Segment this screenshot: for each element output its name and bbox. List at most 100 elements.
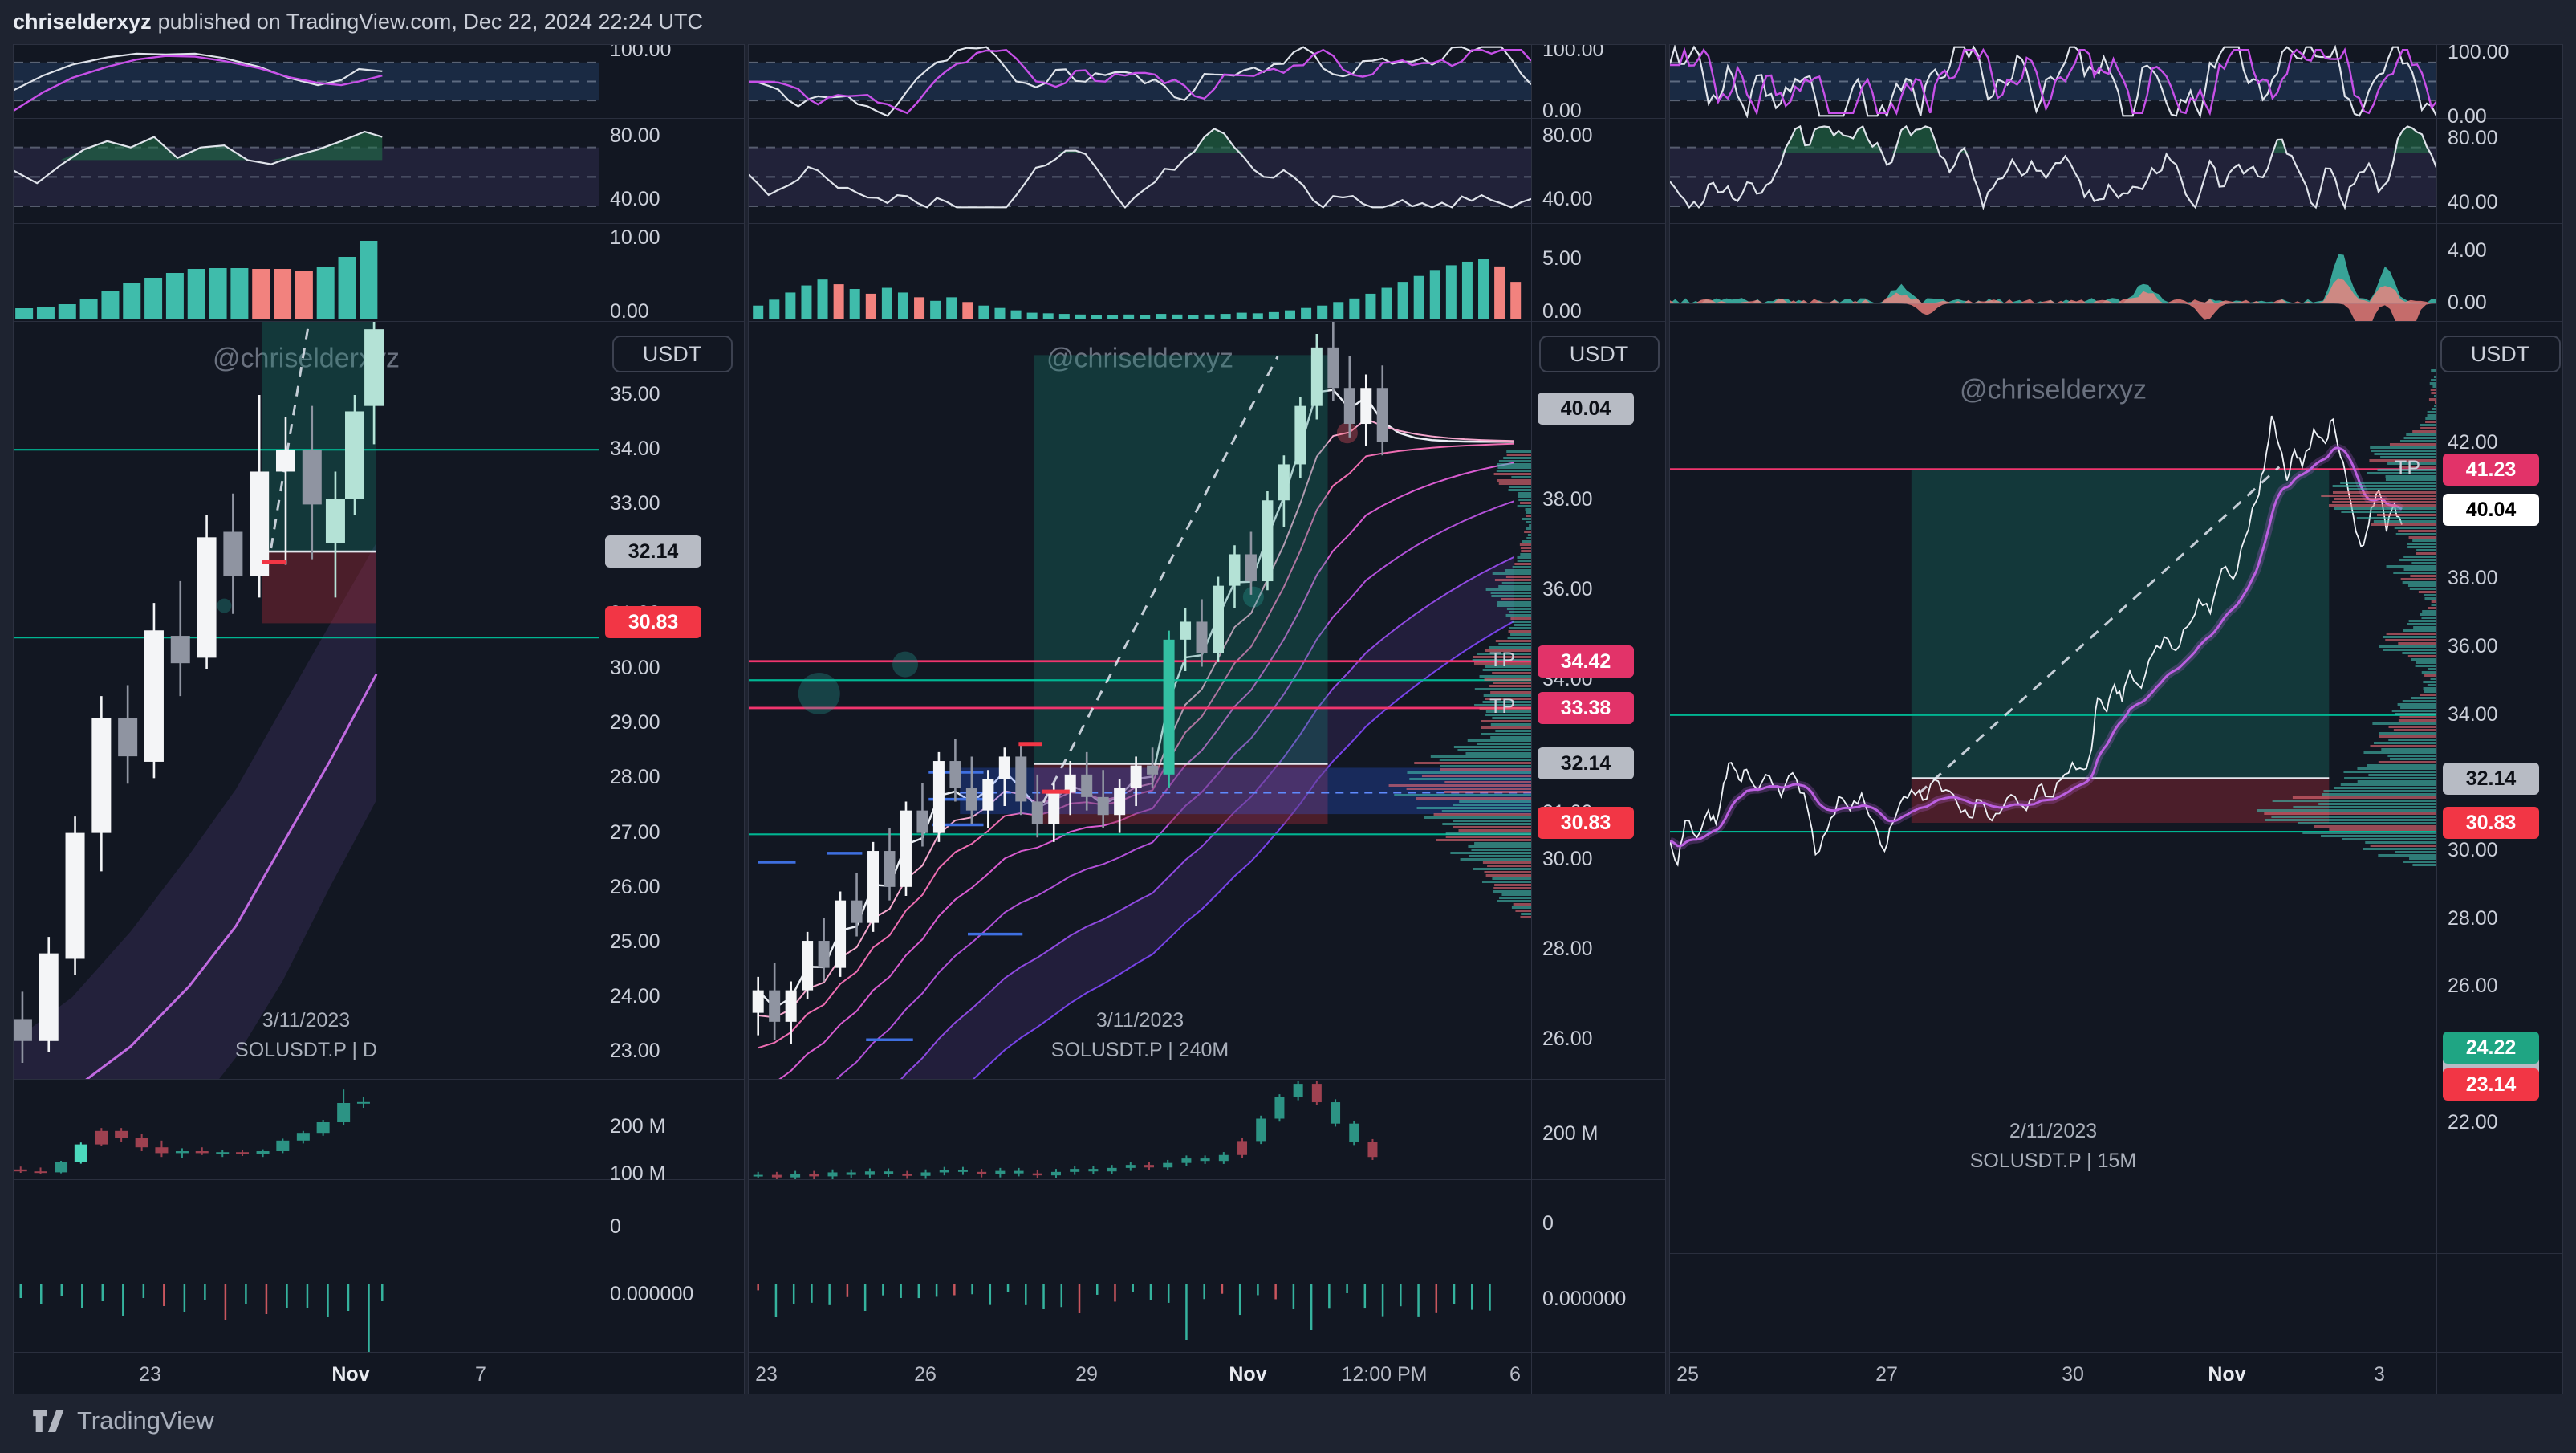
pane-divider xyxy=(1670,118,2562,119)
time-label: Nov xyxy=(331,1363,370,1386)
price-label: 27.00 xyxy=(610,821,660,844)
tradingview-logo-icon xyxy=(33,1410,64,1432)
chart-symbol: SOLUSDT.P | 240M xyxy=(1050,1039,1229,1061)
time-label: 7 xyxy=(475,1363,486,1386)
chart-date: 2/11/2023 xyxy=(2009,1120,2098,1142)
price-label: 100.00 xyxy=(1542,44,1604,61)
price-scale[interactable]: 100.000.0080.0040.004.000.0042.0040.0038… xyxy=(2436,44,2562,1394)
price-tag: 24.22 xyxy=(2443,1032,2539,1064)
price-label: 0.00 xyxy=(1542,100,1582,122)
price-tag: 30.83 xyxy=(605,606,701,638)
price-label: 0.000000 xyxy=(1542,1288,1627,1310)
scale-divider[interactable] xyxy=(2436,45,2437,1394)
time-label: 27 xyxy=(1875,1363,1898,1386)
chart-panel-240m[interactable]: @chriselderxyz 3/11/2023 SOLUSDT.P | 240… xyxy=(748,44,1666,1394)
chart-panel-daily[interactable]: @chriselderxyz 3/11/2023 SOLUSDT.P | D U… xyxy=(13,44,745,1394)
price-label: 200 M xyxy=(610,1115,666,1138)
price-label: 36.00 xyxy=(2448,635,2498,657)
price-label: 40.00 xyxy=(610,188,660,210)
pane-divider xyxy=(14,1179,744,1180)
tradingview-logo-text: TradingView xyxy=(77,1406,214,1435)
time-label: 23 xyxy=(755,1363,778,1386)
price-label: 28.00 xyxy=(1542,938,1593,960)
price-label: 100.00 xyxy=(610,44,672,61)
price-label: 26.00 xyxy=(2448,975,2498,997)
price-tag: 32.14 xyxy=(605,535,701,568)
time-label: 30 xyxy=(2062,1363,2084,1386)
chart-footer-note: 3/11/2023 SOLUSDT.P | D xyxy=(235,1006,377,1065)
price-label: 0.00 xyxy=(610,300,649,323)
chart-panel-15m[interactable]: @chriselderxyz 2/11/2023 SOLUSDT.P | 15M… xyxy=(1669,44,2563,1394)
price-label: 4.00 xyxy=(2448,239,2487,262)
price-tag: 30.83 xyxy=(2443,807,2539,839)
price-label: 40.00 xyxy=(2448,191,2498,214)
chart-footer-note: 2/11/2023 SOLUSDT.P | 15M xyxy=(1970,1117,2137,1176)
price-label: 29.00 xyxy=(610,711,660,734)
publish-header: chriselderxyz published on TradingView.c… xyxy=(0,0,703,44)
watermark: @chriselderxyz xyxy=(1960,374,2147,405)
price-label: 10.00 xyxy=(610,226,660,249)
currency-button[interactable]: USDT xyxy=(611,336,733,372)
price-label: 0.00 xyxy=(2448,105,2487,128)
chart-canvas[interactable] xyxy=(1670,45,2436,1394)
price-tag: 30.83 xyxy=(1538,807,1634,839)
tp-label: TP xyxy=(2395,457,2420,479)
price-label: 42.00 xyxy=(2448,431,2498,454)
pane-divider xyxy=(749,118,1665,119)
time-label: 29 xyxy=(1075,1363,1098,1386)
price-label: 28.00 xyxy=(610,766,660,788)
tp-label: TP xyxy=(1489,649,1515,671)
time-label: 23 xyxy=(139,1363,161,1386)
pane-divider xyxy=(14,1079,744,1080)
publish-info: published on TradingView.com, Dec 22, 20… xyxy=(157,10,704,34)
time-label: 26 xyxy=(914,1363,937,1386)
price-tag: 23.14 xyxy=(2443,1068,2539,1101)
chart-date: 3/11/2023 xyxy=(262,1009,351,1032)
time-axis[interactable]: 23 26 29 Nov 12:00 PM 6 xyxy=(749,1352,1665,1394)
chart-canvas[interactable] xyxy=(14,45,599,1394)
price-scale[interactable]: 100.00 80.00 40.00 10.00 0.00 35.00 34.00 33.00… xyxy=(599,44,744,1394)
price-tag: 34.42 xyxy=(1538,645,1634,678)
price-label: 30.00 xyxy=(1542,848,1593,870)
chart-canvas[interactable] xyxy=(749,45,1531,1394)
chart-symbol: SOLUSDT.P | D xyxy=(235,1039,377,1061)
price-label: 30.00 xyxy=(2448,839,2498,861)
pane-divider xyxy=(14,118,744,119)
price-label: 100.00 xyxy=(2448,44,2509,63)
price-label: 30.00 xyxy=(610,657,660,679)
price-tag: 40.04 xyxy=(2443,494,2539,526)
price-label: 25.00 xyxy=(610,930,660,953)
price-label: 22.00 xyxy=(2448,1111,2498,1134)
price-label: 200 M xyxy=(1542,1122,1599,1145)
time-label: 6 xyxy=(1509,1363,1521,1386)
price-label: 38.00 xyxy=(2448,567,2498,589)
pane-divider xyxy=(1670,223,2562,224)
currency-button[interactable]: USDT xyxy=(2440,336,2561,372)
chart-symbol: SOLUSDT.P | 15M xyxy=(1969,1150,2137,1172)
time-axis[interactable]: 25 27 30 Nov 3 xyxy=(1670,1352,2562,1394)
price-label: 34.00 xyxy=(610,438,660,460)
chart-footer-note: 3/11/2023 SOLUSDT.P | 240M xyxy=(1051,1006,1229,1065)
tradingview-brand[interactable]: TradingView xyxy=(32,1406,214,1435)
price-label: 100 M xyxy=(610,1162,666,1185)
price-label: 0.000000 xyxy=(610,1283,694,1305)
price-tag: 32.14 xyxy=(2443,763,2539,795)
pane-divider xyxy=(749,1179,1665,1180)
price-scale[interactable]: 100.00 0.00 80.00 40.00 5.00 0.00 38.00 36.00 34… xyxy=(1531,44,1665,1394)
price-label: 33.00 xyxy=(610,492,660,515)
price-label: 26.00 xyxy=(610,876,660,898)
price-label: 80.00 xyxy=(610,124,660,147)
pane-divider xyxy=(14,1352,744,1353)
price-tag: 32.14 xyxy=(1538,747,1634,779)
price-label: 80.00 xyxy=(1542,124,1593,147)
time-axis[interactable]: 23 Nov 7 xyxy=(14,1352,744,1394)
currency-button[interactable]: USDT xyxy=(1538,336,1660,372)
pane-divider xyxy=(1670,321,2562,322)
price-label: 23.00 xyxy=(610,1040,660,1062)
time-label: 25 xyxy=(1676,1363,1699,1386)
scale-divider[interactable] xyxy=(1531,45,1532,1394)
price-label: 36.00 xyxy=(1542,578,1593,600)
pane-divider xyxy=(1670,1253,2562,1254)
price-label: 0 xyxy=(1542,1212,1554,1235)
price-tag: 40.04 xyxy=(1538,393,1634,425)
